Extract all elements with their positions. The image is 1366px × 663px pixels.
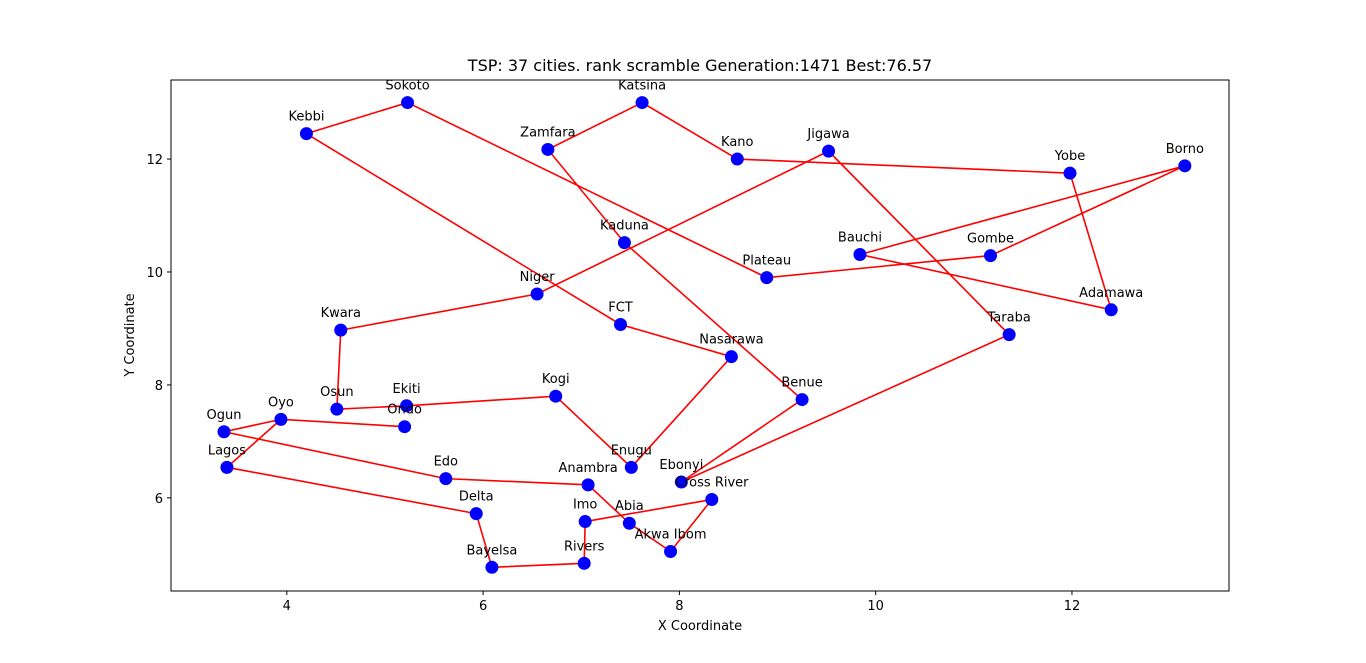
city-label: Katsina — [618, 79, 666, 94]
city-point — [485, 560, 499, 574]
city-label: Oyo — [268, 395, 294, 410]
city-point — [217, 425, 231, 439]
city-point — [330, 402, 344, 416]
city-label: Abia — [615, 499, 644, 514]
city-label: Borno — [1166, 142, 1204, 157]
city-label: Akwa Ibom — [635, 527, 707, 542]
city-label: Kano — [721, 135, 754, 150]
city-label: Cross River — [675, 476, 749, 491]
city-label: Plateau — [742, 254, 791, 269]
x-tick-label: 6 — [479, 599, 487, 614]
city-point — [439, 472, 453, 486]
city-label: Kwara — [321, 306, 361, 321]
y-tick-label: 10 — [146, 266, 163, 281]
city-point — [469, 507, 483, 521]
city-point — [705, 493, 719, 507]
x-tick-label: 12 — [1064, 599, 1081, 614]
city-point — [581, 478, 595, 492]
city-point — [398, 420, 412, 434]
city-point — [334, 323, 348, 337]
city-point — [624, 460, 638, 474]
city-point — [822, 144, 836, 158]
city-label: Edo — [434, 455, 458, 470]
city-point — [853, 247, 867, 261]
city-point — [760, 271, 774, 285]
city-label: Kogi — [542, 372, 570, 387]
city-label: Sokoto — [385, 79, 429, 94]
city-label: Lagos — [208, 443, 246, 458]
city-point — [622, 516, 636, 530]
city-point — [795, 393, 809, 407]
y-tick-label: 6 — [155, 492, 163, 507]
city-label: Ebonyi — [659, 458, 703, 473]
city-label: Zamfara — [520, 125, 575, 140]
city-point — [401, 96, 415, 110]
chart-title: TSP: 37 cities. rank scramble Generation… — [467, 56, 932, 75]
city-point — [724, 350, 738, 364]
city-label: Ogun — [207, 408, 242, 423]
city-point — [400, 399, 414, 413]
city-point — [1002, 328, 1016, 342]
city-label: Bayelsa — [466, 543, 517, 558]
city-label: Imo — [573, 498, 597, 513]
y-tick-label: 8 — [155, 379, 163, 394]
city-label: Nasarawa — [699, 333, 763, 348]
city-label: Jigawa — [806, 127, 849, 142]
city-point — [984, 249, 998, 263]
city-point — [730, 152, 744, 166]
city-label: Ekiti — [393, 382, 421, 397]
city-label: Bauchi — [838, 230, 882, 245]
city-point — [549, 389, 563, 403]
city-label: Niger — [520, 270, 556, 285]
city-label: Anambra — [558, 461, 617, 476]
city-point — [274, 412, 288, 426]
route-path — [223, 418, 714, 569]
x-axis-label: X Coordinate — [658, 619, 742, 634]
city-label: Kebbi — [288, 110, 324, 125]
city-label: Benue — [781, 376, 822, 391]
city-point — [299, 127, 313, 141]
city-label: Delta — [459, 490, 494, 505]
city-point — [674, 475, 688, 489]
x-axis-ticks: 4 6 8 10 12 — [283, 591, 1081, 614]
y-axis-label: Y Coordinate — [123, 293, 138, 377]
city-point — [617, 236, 631, 250]
city-label: Enugu — [611, 443, 652, 458]
city-label: Taraba — [987, 311, 1031, 326]
city-point — [635, 96, 649, 110]
city-label: Rivers — [564, 539, 605, 554]
city-label: Osun — [320, 385, 353, 400]
city-point — [220, 460, 234, 474]
city-point — [541, 142, 555, 156]
city-label: Kaduna — [600, 219, 649, 234]
y-tick-label: 12 — [146, 153, 163, 168]
city-point — [1104, 303, 1118, 317]
y-axis-ticks: 6 8 10 12 — [146, 153, 171, 507]
city-label: Gombe — [967, 232, 1014, 247]
city-point — [577, 556, 591, 570]
city-label: Adamawa — [1079, 286, 1143, 301]
x-tick-label: 8 — [675, 599, 683, 614]
city-point — [614, 317, 628, 331]
x-tick-label: 10 — [867, 599, 884, 614]
city-point — [530, 287, 544, 301]
city-point — [1063, 166, 1077, 180]
city-label: Ondo — [387, 403, 422, 418]
city-point — [664, 544, 678, 558]
city-point — [578, 515, 592, 529]
x-tick-label: 4 — [283, 599, 291, 614]
plot-area — [170, 79, 1230, 592]
city-label: Yobe — [1054, 149, 1085, 164]
city-points — [217, 96, 1192, 574]
city-point — [1178, 159, 1192, 173]
city-label: FCT — [608, 300, 633, 315]
city-labels: Kebbi Sokoto Katsina Zamfara Kano Jigawa Yobe B… — [207, 79, 1204, 559]
